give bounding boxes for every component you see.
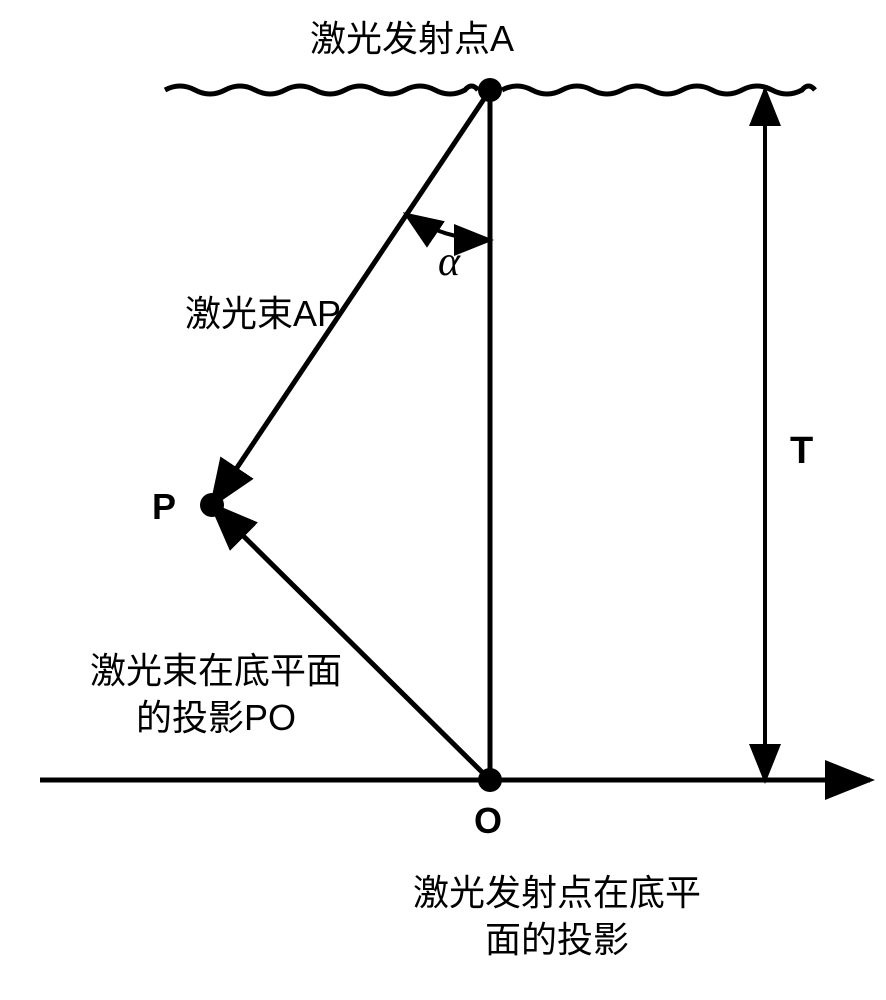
diagram-svg (0, 0, 886, 1000)
label-o-description: 激光发射点在底平 面的投影 (413, 870, 701, 964)
label-ap: 激光束AP (185, 285, 341, 337)
label-o-desc-line2: 面的投影 (485, 919, 629, 960)
diagram-container: 激光发射点A 激光束AP P 激光束在底平面 的投影PO O 激光发射点在底平 … (0, 0, 886, 1000)
label-dimension-t: T (790, 430, 813, 473)
label-po-line1: 激光束在底平面 (90, 650, 342, 691)
label-po-projection: 激光束在底平面 的投影PO (90, 648, 342, 742)
label-po-line2: 的投影PO (136, 697, 296, 738)
label-o-desc-line1: 激光发射点在底平 (413, 872, 701, 913)
title-point-a: 激光发射点A (310, 10, 514, 62)
label-point-o: O (474, 800, 502, 842)
label-point-p: P (152, 486, 176, 528)
label-angle-alpha: α (438, 238, 460, 286)
